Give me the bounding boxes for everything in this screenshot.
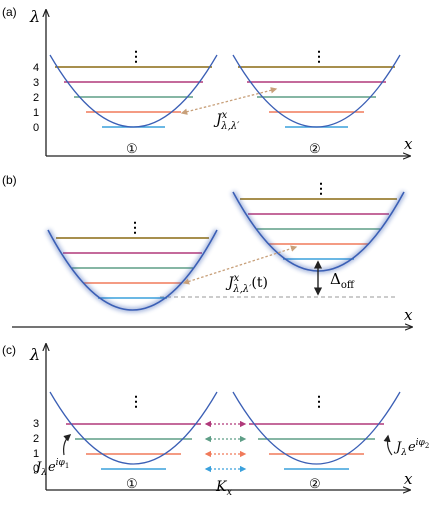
right-drive-label: Jλeiφ2 <box>393 438 429 458</box>
coupling-symbol: J <box>213 112 223 128</box>
left-drive-exp-sub: 1 <box>65 462 69 470</box>
vertical-dots: ⋮ <box>312 49 326 65</box>
panel-a-coupling-label: Jx λ,λ′ <box>213 110 240 132</box>
well-label-1: ① <box>126 477 138 492</box>
panel-a: (a) λ x 4 3 2 1 0 ⋮ ① ⋮ <box>2 5 413 157</box>
offset-symbol: Δ <box>330 270 341 288</box>
coupling-symbol: J <box>225 275 235 291</box>
panel-a-well-2: ⋮ ② <box>232 49 401 157</box>
left-drive-exponent: iφ <box>56 458 66 468</box>
right-drive-exponent: iφ <box>416 438 426 448</box>
right-drive-base: e <box>408 440 416 455</box>
panel-b-well-2: ⋮ <box>230 181 407 274</box>
panel-c-x-axis-label: x <box>404 470 413 488</box>
right-drive-arrow <box>383 434 393 456</box>
panel-b-coupling-label: Jx λ,λ′(t) <box>225 273 268 295</box>
coupling-suffix: (t) <box>251 275 268 291</box>
left-drive-base: e <box>48 460 56 475</box>
panel-b-offset-label: Δoff <box>330 270 355 291</box>
panel-a-y-axis-label: λ <box>29 7 40 26</box>
parabola <box>49 54 218 128</box>
vertical-dots: ⋮ <box>129 49 143 65</box>
coupling-superscript: x <box>234 273 240 284</box>
well-label-2: ② <box>309 477 321 492</box>
left-drive-arrow <box>63 434 72 456</box>
panel-c-label: (c) <box>2 343 16 357</box>
left-drive-symbol: J <box>33 460 42 475</box>
left-drive-subscript: λ <box>40 468 47 478</box>
vertical-dots: ⋮ <box>314 181 328 197</box>
panel-b-label: (b) <box>2 173 17 187</box>
panel-a-tick-1: 1 <box>33 107 39 119</box>
panel-c-tick-3: 3 <box>33 418 39 430</box>
tunnel-subscript: x <box>226 487 232 498</box>
panel-a-label: (a) <box>2 5 17 19</box>
panel-c-tick-2: 2 <box>33 433 39 445</box>
tunnel-label: Kx <box>215 479 232 498</box>
panel-a-well-1: ⋮ ① <box>49 49 218 157</box>
coupling-superscript: x <box>222 110 228 121</box>
parabola <box>232 391 401 465</box>
right-drive-exp-sub: 2 <box>425 442 429 450</box>
panel-c-well-2: ⋮ ② <box>232 391 401 492</box>
tunnel-symbol: K <box>215 479 228 495</box>
panel-b-coupling-arrow <box>182 245 298 285</box>
panel-a-coupling-arrow <box>180 87 278 115</box>
panel-a-tick-3: 3 <box>33 77 39 89</box>
panel-a-tick-2: 2 <box>33 92 39 104</box>
vertical-dots: ⋮ <box>312 394 326 410</box>
well-label-2: ② <box>309 142 321 157</box>
panel-b: (b) x ⋮ ⋮ Jx λ,λ′( <box>2 173 413 327</box>
panel-c-well-1: ⋮ ① <box>49 391 218 492</box>
panel-c-tick-1: 1 <box>33 448 39 460</box>
panel-a-tick-4: 4 <box>33 62 39 74</box>
panel-c-y-axis-label: λ <box>29 345 40 364</box>
coupling-subscript: λ,λ′ <box>220 121 240 132</box>
panel-c: (c) λ x 3 2 1 0 ⋮ ① ⋮ ② <box>2 343 429 498</box>
offset-subscript: off <box>341 280 355 291</box>
right-drive-subscript: λ <box>400 448 407 458</box>
vertical-dots: ⋮ <box>129 394 143 410</box>
panel-b-x-axis-label: x <box>404 306 413 324</box>
right-drive-symbol: J <box>393 440 402 455</box>
panel-c-tick-0: 0 <box>33 463 39 475</box>
panel-a-tick-0: 0 <box>33 122 39 134</box>
coupling-subscript: λ,λ′ <box>232 284 252 295</box>
parabola <box>49 391 218 465</box>
left-drive-label: Jλeiφ1 <box>33 458 69 478</box>
panel-a-x-axis-label: x <box>404 135 413 153</box>
vertical-dots: ⋮ <box>128 220 142 236</box>
parabola <box>232 54 401 128</box>
well-label-1: ① <box>126 142 138 157</box>
